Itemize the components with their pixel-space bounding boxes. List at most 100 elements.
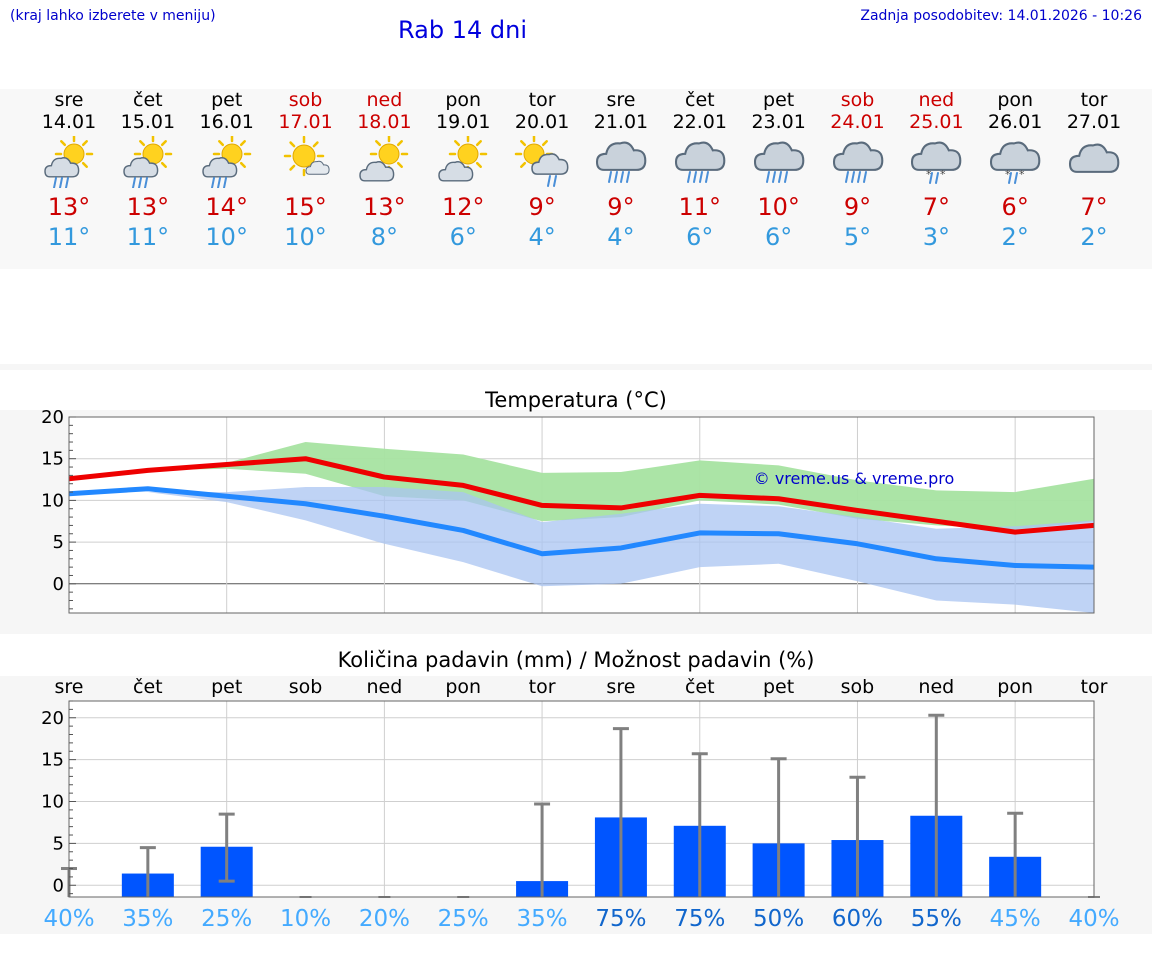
rain-drops [686,171,709,183]
cloud-rain-icon [674,141,726,183]
rain-drop [777,171,782,183]
rain-drop [65,177,69,188]
forecast-day-name: sob [288,89,323,111]
min-temperature-line [68,486,1095,570]
precip-probability: 10% [280,906,331,932]
forecast-tmax: 15° [284,193,327,221]
rain-drop [625,171,630,183]
forecast-day-name: tor [1080,89,1108,111]
cloud-shape [123,157,159,178]
forecast-day: pon 26.01 * * 6° 2° [975,89,1055,252]
precip-probability: 35% [122,906,173,932]
rain-drop [1014,172,1019,184]
forecast-day: tor 27.01 7° 2° [1054,89,1134,252]
cloud-shape [531,153,569,175]
x-day-label: pet [763,676,794,698]
y-tick-label: 5 [53,833,64,854]
forecast-day: sre 21.01 9° 4° [581,89,661,252]
y-tick-label: 0 [53,875,64,896]
forecast-day: sre 14.01 13° 11° [29,89,109,252]
sun-ray [476,161,483,168]
rain-drop [1008,172,1013,184]
snow-flake: * [926,168,932,181]
forecast-tmax: 13° [47,193,91,221]
rain-drops [210,177,227,188]
sun-cloud-icon [359,136,409,182]
forecast-day-name: čet [133,89,163,111]
forecast-tmin: 4° [528,223,556,251]
cloud-outline [1069,143,1120,173]
rain-drops [547,175,558,187]
rain-drop [553,175,558,187]
rain-drop [929,172,934,184]
plot-border [68,416,1095,614]
forecast-date: 25.01 [909,111,964,133]
forecast-tmin: 2° [1001,223,1029,251]
rain-drop [137,177,142,188]
cloud-sleet-icon: * * [911,141,962,184]
rain-drop [862,171,867,183]
page-title: Rab 14 dni [398,16,527,44]
sun-small-cloud-icon [283,136,330,177]
precip-probability: 45% [990,906,1041,932]
sun-ray [375,140,382,147]
cloud-outline [305,160,330,175]
sun-ray [397,140,404,147]
forecast-day: pet 23.01 10° 6° [739,89,819,252]
forecast-tmin: 11° [126,223,170,251]
x-day-label: pet [211,676,242,698]
forecast-date: 23.01 [751,111,806,133]
x-day-label: ned [918,676,954,698]
precip-probability: 35% [517,906,568,932]
precip-probability: 75% [595,906,646,932]
forecast-tmin: 11° [47,223,91,251]
precip-probability: 60% [832,906,883,932]
forecast-date: 18.01 [357,111,412,133]
forecast-day: tor 20.01 9° 4° [502,89,582,252]
cloud-shape [595,141,647,171]
sun-ray [217,140,224,147]
rain-drops [53,177,69,188]
rain-drop [143,177,148,188]
forecast-tmax: 12° [441,193,485,221]
forecast-day-name: čet [685,89,715,111]
forecast-date: 26.01 [987,111,1043,133]
forecast-day: ned 18.01 13° 8° [344,89,424,252]
rain-drop [607,171,612,183]
forecast-tmax: 13° [363,193,406,221]
sun-ray [288,164,295,171]
forecast-tmin: 4° [607,223,635,251]
forecast-day-name: pet [211,89,243,111]
precip-probability: 25% [438,906,489,932]
forecast-tmin: 2° [1080,223,1108,251]
rain-drop [613,171,618,183]
rain-drops [1008,172,1019,184]
forecast-day: ned 25.01 * * 7° 3° [896,89,976,252]
sun-disc [457,143,479,165]
x-day-label: sob [289,676,323,698]
forecast-date: 20.01 [514,111,570,133]
precip-probability: 20% [359,906,410,932]
sun-ray [138,140,145,147]
forecast-date: 27.01 [1066,111,1122,133]
snow-flakes: * * [926,168,946,181]
cloud-outline [753,141,804,171]
sun-ray [454,140,461,147]
cloud-outline [44,157,80,178]
cloud-outline [359,161,395,182]
location-note: (kraj lahko izberete v meniju) [10,8,216,24]
rain-drops [765,171,788,183]
rain-drop [783,171,788,183]
snow-flakes: * * [1005,168,1025,181]
cloud-outline [123,157,159,178]
cloud-shape [44,157,80,178]
rain-drops [844,171,867,183]
x-day-label: pon [445,676,481,698]
rain-drop [698,171,703,183]
watermark: © vreme.us & vreme.pro [754,469,955,488]
forecast-day: sob 17.01 15° 10° [266,89,346,252]
y-tick-label: 0 [53,574,64,595]
cloud-shape [990,141,1041,171]
forecast-tmin: 6° [449,223,477,251]
rain-drop [131,177,136,188]
